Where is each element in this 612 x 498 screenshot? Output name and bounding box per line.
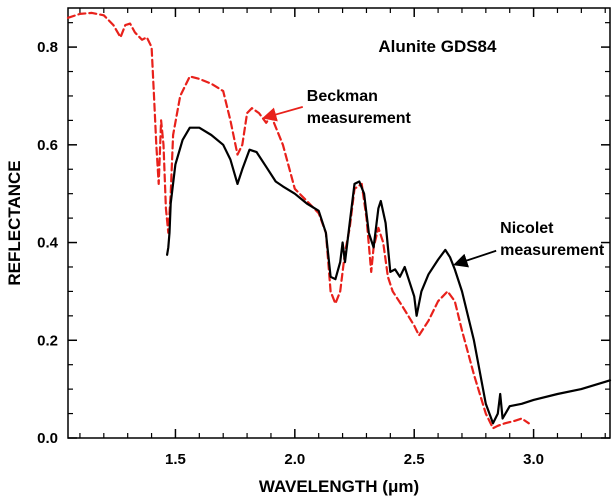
x-tick-label: 1.5 — [165, 451, 186, 468]
x-tick-label: 2.0 — [284, 451, 305, 468]
plot-frame — [67, 7, 611, 439]
series-lines — [66, 11, 612, 430]
x-tick-label: 2.5 — [404, 451, 425, 468]
annotation-line: measurement — [307, 110, 412, 127]
x-axis-title: WAVELENGTH (μm) — [259, 477, 419, 496]
series-line-nicolet — [166, 126, 612, 425]
annotation-beckman: Beckman measurement — [307, 88, 412, 127]
chart-title: Alunite GDS84 — [378, 37, 497, 56]
series-line-beckman — [66, 11, 530, 430]
annotation-nicolet: Nicolet measurement — [500, 220, 605, 259]
annotation-line: Beckman — [307, 88, 378, 105]
annotation-arrow-nicolet — [453, 249, 497, 268]
annotation-arrow-beckman — [262, 105, 304, 122]
x-tick-label: 3.0 — [523, 451, 544, 468]
y-tick-label: 0.2 — [37, 332, 58, 349]
annotation-line: measurement — [500, 242, 605, 259]
y-tick-label: 0.8 — [37, 39, 58, 56]
y-tick-label: 0.6 — [37, 137, 58, 154]
axis-tick-labels: 1.5 2.0 2.5 3.0 0.0 0.2 0.4 0.6 0.8 — [37, 39, 544, 468]
chart-annotations: Beckman measurement Nicolet measurement — [262, 88, 605, 268]
plot-frame-group — [67, 7, 611, 439]
axis-ticks — [68, 8, 610, 439]
y-tick-label: 0.0 — [37, 430, 58, 447]
y-axis-title: REFLECTANCE — [5, 160, 24, 285]
annotation-line: Nicolet — [500, 220, 554, 237]
y-tick-label: 0.4 — [37, 235, 59, 252]
